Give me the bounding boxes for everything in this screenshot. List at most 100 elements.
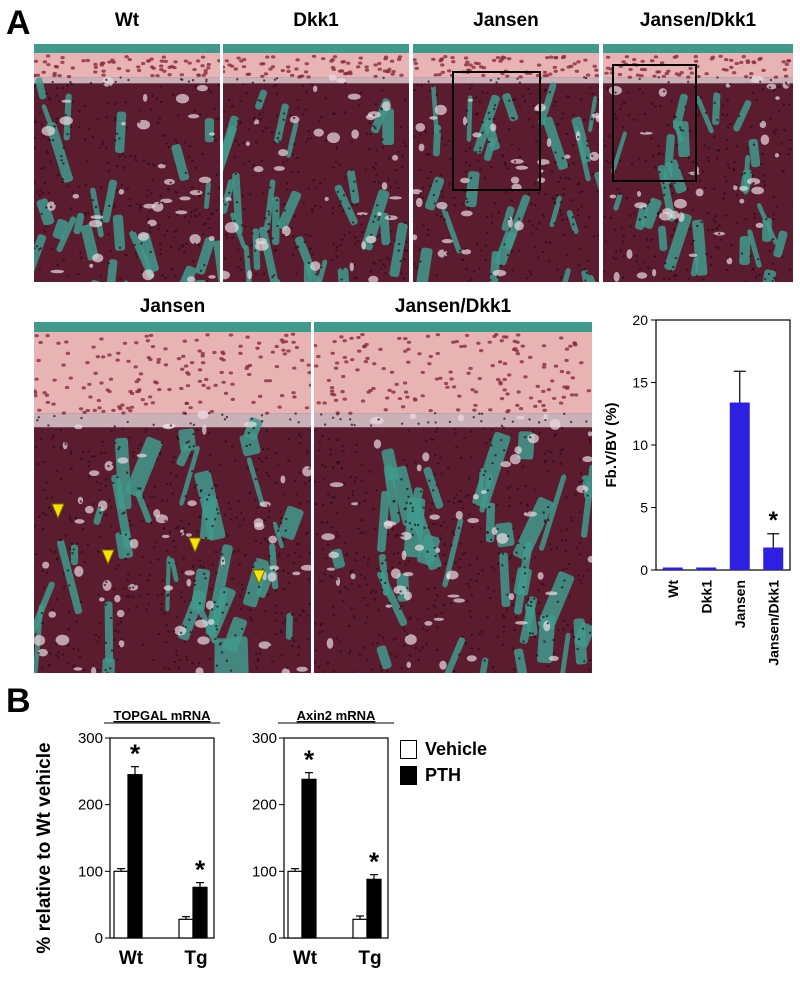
cell-speckle xyxy=(667,124,670,127)
chondrocyte xyxy=(45,54,51,58)
cell-speckle xyxy=(139,203,142,206)
chondrocyte xyxy=(741,55,746,59)
chondrocyte xyxy=(428,408,433,413)
cell-speckle xyxy=(755,98,758,101)
chondrocyte xyxy=(364,342,369,347)
cell-speckle xyxy=(572,113,575,116)
cell-speckle xyxy=(213,518,217,521)
cell-speckle xyxy=(66,644,70,647)
cell-speckle xyxy=(603,270,607,273)
cell-speckle xyxy=(40,667,44,670)
cell-speckle xyxy=(126,553,130,556)
marrow-space xyxy=(490,123,497,132)
marrow-space xyxy=(384,215,398,221)
cell-speckle xyxy=(189,454,192,457)
cell-speckle xyxy=(157,228,160,231)
marrow-space xyxy=(136,453,147,458)
cell-speckle xyxy=(365,583,368,586)
cell-speckle xyxy=(287,581,290,585)
cell-speckle xyxy=(336,438,339,442)
cell-speckle xyxy=(258,112,262,116)
cell-speckle xyxy=(562,628,565,631)
marrow-space xyxy=(207,619,215,626)
cell-speckle xyxy=(771,237,775,241)
marrow-space xyxy=(37,648,48,657)
cell-speckle xyxy=(359,573,362,577)
chondrocyte xyxy=(506,408,511,413)
cell-speckle xyxy=(440,173,443,176)
cell-speckle xyxy=(59,428,63,432)
cell-speckle xyxy=(451,530,454,533)
cell-speckle xyxy=(112,481,115,485)
cell-speckle xyxy=(290,170,293,173)
cell-speckle xyxy=(457,653,461,656)
cell-speckle xyxy=(486,489,490,492)
cell-speckle xyxy=(283,209,286,212)
cell-speckle xyxy=(355,203,359,206)
chondrocyte xyxy=(308,383,311,387)
cell-speckle xyxy=(84,183,87,186)
cell-speckle xyxy=(488,117,491,121)
chondrocyte xyxy=(332,339,337,344)
cell-speckle xyxy=(83,214,87,217)
cell-speckle xyxy=(142,496,145,499)
cell-speckle xyxy=(135,202,139,206)
cell-speckle xyxy=(616,188,619,191)
cell-speckle xyxy=(309,137,313,140)
cell-speckle xyxy=(762,180,765,183)
chondrocyte xyxy=(316,401,321,405)
cell-speckle xyxy=(542,615,545,619)
marrow-space xyxy=(392,154,399,161)
chondrocyte xyxy=(445,385,450,389)
cell-speckle xyxy=(64,443,67,446)
marrow-space xyxy=(116,609,125,618)
cell-speckle xyxy=(567,163,570,167)
cell-speckle xyxy=(469,87,472,90)
chondrocyte xyxy=(270,65,276,69)
cell-speckle xyxy=(192,444,196,448)
chondrocyte xyxy=(729,65,734,69)
chondrocyte xyxy=(427,362,432,366)
chondrocyte xyxy=(236,56,241,60)
chondrocyte xyxy=(134,380,140,384)
marrow-space xyxy=(403,572,414,577)
cell-speckle xyxy=(447,139,450,142)
cell-speckle xyxy=(675,144,679,147)
cell-speckle xyxy=(740,252,744,255)
chondrocyte xyxy=(355,368,360,372)
cell-speckle xyxy=(548,543,552,546)
cell-speckle xyxy=(470,456,473,459)
cell-speckle xyxy=(633,211,636,214)
cell-speckle xyxy=(225,532,228,535)
cell-speckle xyxy=(565,95,569,98)
chondrocyte xyxy=(515,333,521,337)
marrow-space xyxy=(326,637,334,649)
chondrocyte xyxy=(542,362,547,367)
chondrocyte xyxy=(184,401,190,405)
cell-speckle xyxy=(299,614,302,617)
cell-speckle xyxy=(266,447,269,451)
cell-speckle xyxy=(735,183,738,186)
cell-speckle xyxy=(533,635,537,638)
cell-speckle xyxy=(209,588,212,591)
chondrocyte xyxy=(569,393,575,397)
chondrocyte xyxy=(501,335,507,339)
cartilage-band xyxy=(314,322,592,414)
cell-speckle xyxy=(433,587,437,590)
cell-speckle xyxy=(554,151,557,154)
marrow-space xyxy=(102,580,112,591)
cell-speckle xyxy=(537,589,540,592)
cell-speckle xyxy=(331,211,335,215)
cell-speckle xyxy=(381,562,384,565)
cell-speckle xyxy=(576,183,580,186)
cell-speckle xyxy=(469,176,473,180)
cell-speckle xyxy=(692,239,695,243)
cell-speckle xyxy=(127,78,130,82)
chondrocyte xyxy=(206,66,211,70)
cell-speckle xyxy=(134,155,137,158)
cell-speckle xyxy=(355,551,358,555)
cell-speckle xyxy=(371,668,374,671)
marrow-space xyxy=(186,578,192,587)
trabecula xyxy=(295,236,325,282)
